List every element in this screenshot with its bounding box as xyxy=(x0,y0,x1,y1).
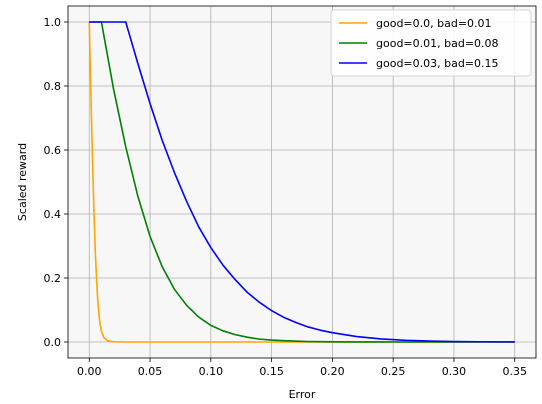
x-axis: 0.00 0.05 0.10 0.15 0.20 0.25 0.30 0.35 xyxy=(77,358,527,378)
series-line-3 xyxy=(89,21,515,343)
y-tick-label: 0.2 xyxy=(44,272,62,285)
x-tick-label: 0.30 xyxy=(442,365,467,378)
legend-box xyxy=(330,9,532,77)
x-tick-label: 0.00 xyxy=(77,365,102,378)
x-tick-label: 0.20 xyxy=(320,365,345,378)
legend-label-1: good=0.0, bad=0.01 xyxy=(376,17,492,30)
y-axis: 0.0 0.2 0.4 0.6 0.8 1.0 xyxy=(44,16,68,349)
plot-frame xyxy=(67,5,537,359)
x-tick-label: 0.35 xyxy=(502,365,527,378)
legend-label-2: good=0.01, bad=0.08 xyxy=(376,37,499,50)
x-tick-label: 0.25 xyxy=(381,365,406,378)
series-layer xyxy=(88,21,515,343)
y-tick-label: 0.6 xyxy=(44,144,62,157)
x-tick-label: 0.15 xyxy=(259,365,284,378)
y-tick-label: 0.4 xyxy=(44,208,62,221)
x-axis-label: Error xyxy=(289,388,316,401)
y-tick-label: 0.8 xyxy=(44,80,62,93)
series-line-2 xyxy=(89,21,515,343)
y-tick-label: 0.0 xyxy=(44,336,62,349)
legend-label-3: good=0.03, bad=0.15 xyxy=(376,57,499,70)
y-axis-label: Scaled reward xyxy=(16,143,29,221)
legend: good=0.0, bad=0.01 good=0.01, bad=0.08 goo… xyxy=(330,9,532,77)
x-tick-label: 0.05 xyxy=(138,365,163,378)
y-tick-label: 1.0 xyxy=(44,16,62,29)
x-tick-label: 0.10 xyxy=(199,365,224,378)
series-line-1 xyxy=(88,21,515,343)
